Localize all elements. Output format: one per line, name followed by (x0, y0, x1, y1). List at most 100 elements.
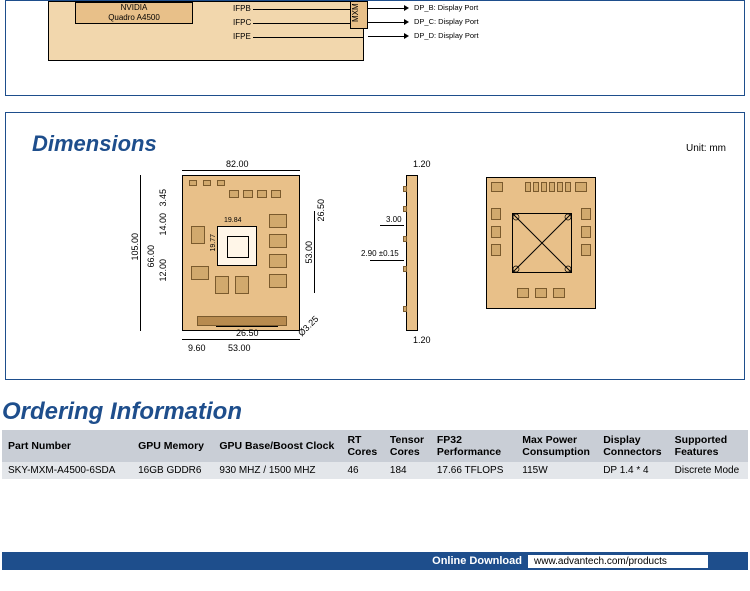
dim-label: 9.60 (188, 343, 206, 353)
ifp-line (253, 9, 363, 10)
pcb-component (535, 288, 547, 298)
pcb-component (269, 254, 287, 268)
dim-label: 53.00 (228, 343, 251, 353)
pcb-component (257, 190, 267, 198)
table-header-row: Part Number GPU Memory GPU Base/Boost Cl… (2, 430, 748, 462)
pcb-component (525, 182, 531, 192)
arrow-line (368, 22, 404, 23)
dim-label: 82.00 (226, 159, 249, 169)
gpu-chip-line2: Quadro A4500 (76, 13, 192, 23)
dp-label-b: DP_B: Display Port (414, 3, 478, 12)
pcb-component (403, 206, 407, 212)
pcb-side (406, 175, 418, 331)
pcb-component (491, 244, 501, 256)
dim-label: 14.00 (158, 213, 168, 236)
arrow-head-icon (404, 19, 409, 25)
pcb-component (269, 274, 287, 288)
dimensions-unit: Unit: mm (686, 143, 726, 154)
dim-label: 66.00 (146, 245, 156, 268)
cell-gpu-clock: 930 MHZ / 1500 MHZ (213, 462, 341, 479)
col-gpu-memory: GPU Memory (132, 430, 213, 462)
dim-line (216, 326, 278, 327)
pcb-component (491, 182, 503, 192)
pcb-component (189, 180, 197, 186)
dimensions-title: Dimensions (32, 131, 157, 157)
pcb-component (271, 190, 281, 198)
pcb-component (533, 182, 539, 192)
arrow-head-icon (404, 33, 409, 39)
pcb-component (581, 244, 591, 256)
col-supported-feat: Supported Features (669, 430, 748, 462)
col-display-conn: Display Connectors (597, 430, 668, 462)
cell-supported-feat: Discrete Mode (669, 462, 748, 479)
gpu-chip: NVIDIA Quadro A4500 (75, 2, 193, 24)
dimensions-area: 82.00 19.84 19.77 (136, 159, 636, 371)
mxm-board: NVIDIA Quadro A4500 IFPB IFPC IFPE (48, 1, 364, 61)
dp-label-c: DP_C: Display Port (414, 17, 479, 26)
dim-line (370, 260, 404, 261)
pcb-front: 19.84 19.77 (182, 175, 300, 331)
cell-tensor-cores: 184 (384, 462, 431, 479)
pcb-component (269, 214, 287, 228)
cell-fp32: 17.66 TFLOPS (431, 462, 516, 479)
dim-line (140, 175, 141, 331)
pcb-edge-connector (197, 316, 287, 326)
dim-line (314, 211, 315, 293)
pcb-component (191, 266, 209, 280)
pcb-component (215, 276, 229, 294)
pcb-component (191, 226, 205, 244)
pcb-component (235, 276, 249, 294)
dim-line (182, 339, 300, 340)
dim-label: 1.20 (413, 159, 431, 169)
dim-line (182, 170, 300, 171)
ifp-label-c: IFPC (233, 18, 251, 27)
block-diagram-box: NVIDIA Quadro A4500 IFPB IFPC IFPE MXM D… (5, 0, 745, 96)
pcb-component (243, 190, 253, 198)
ordering-table: Part Number GPU Memory GPU Base/Boost Cl… (2, 430, 748, 479)
pcb-component (517, 288, 529, 298)
footer-bar: Online Download www.advantech.com/produc… (2, 552, 748, 570)
pcb-component (557, 182, 563, 192)
dim-label: 26.50 (316, 199, 326, 222)
dim-label: 3.00 (386, 215, 402, 224)
col-gpu-clock: GPU Base/Boost Clock (213, 430, 341, 462)
dim-line (380, 225, 404, 226)
pcb-component (403, 306, 407, 312)
dim-label: 3.45 (158, 189, 168, 207)
pcb-component (217, 180, 225, 186)
col-rt-cores: RT Cores (341, 430, 383, 462)
pcb-component (491, 208, 501, 220)
cell-gpu-memory: 16GB GDDR6 (132, 462, 213, 479)
cell-max-power: 115W (516, 462, 597, 479)
cell-part-number: SKY-MXM-A4500-6SDA (2, 462, 132, 479)
pcb-component (549, 182, 555, 192)
ordering-title: Ordering Information (2, 398, 242, 426)
arrow-head-icon (404, 5, 409, 11)
footer-url[interactable]: www.advantech.com/products (528, 555, 708, 568)
pcb-die-inner (227, 236, 249, 258)
pcb-component (565, 182, 571, 192)
ifp-line (253, 37, 363, 38)
pcb-component (581, 226, 591, 238)
pcb-back (486, 177, 596, 309)
arrow-line (368, 36, 404, 37)
pcb-component (403, 186, 407, 192)
dim-label: 105.00 (130, 233, 140, 261)
dim-label: 2.90 ±0.15 (361, 249, 399, 258)
bracket-x-icon (512, 213, 572, 273)
gpu-chip-line1: NVIDIA (76, 3, 192, 13)
dim-label: 1.20 (413, 335, 431, 345)
dim-label: 19.84 (224, 217, 242, 224)
arrow-line (368, 8, 404, 9)
ifp-line (253, 23, 363, 24)
pcb-component (403, 266, 407, 272)
pcb-component (541, 182, 547, 192)
pcb-component (403, 236, 407, 242)
pcb-component (575, 182, 587, 192)
pcb-component (229, 190, 239, 198)
pcb-component (269, 234, 287, 248)
table-row: SKY-MXM-A4500-6SDA 16GB GDDR6 930 MHZ / … (2, 462, 748, 479)
pcb-component (203, 180, 211, 186)
pcb-component (491, 226, 501, 238)
mxm-connector: MXM (350, 1, 368, 29)
